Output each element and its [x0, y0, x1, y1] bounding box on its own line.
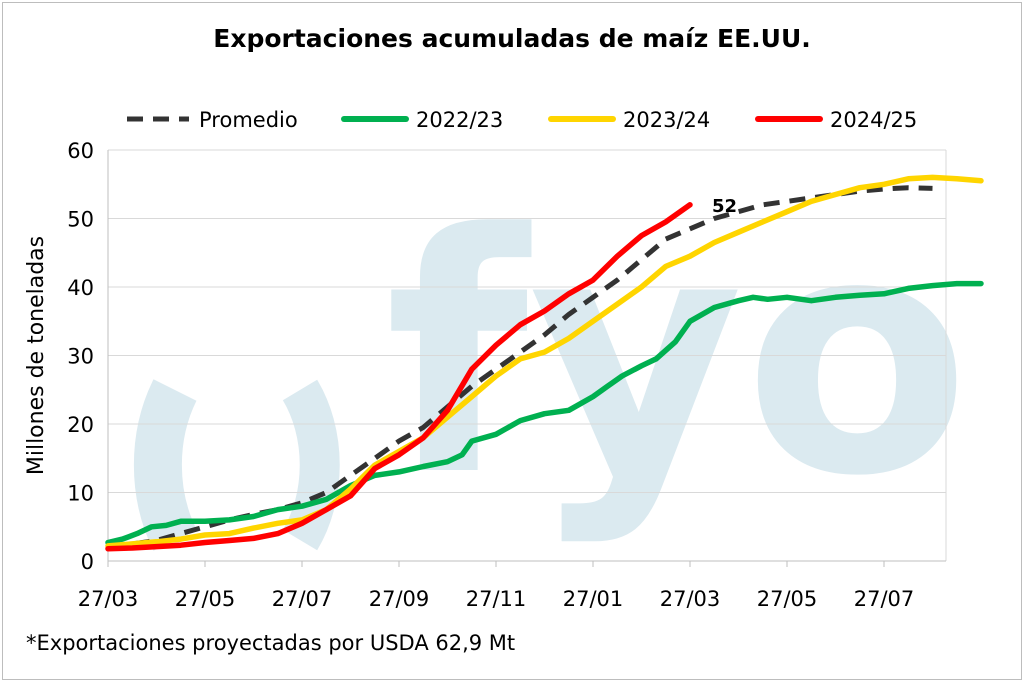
- x-tick-label: 27/05: [757, 587, 818, 611]
- x-tick-label: 27/03: [660, 587, 721, 611]
- annotation-label: 52: [712, 196, 737, 217]
- y-tick-label: 40: [67, 276, 94, 300]
- x-tick-label: 27/01: [563, 587, 624, 611]
- watermark-arc-left: [133, 379, 197, 551]
- y-tick-label: 60: [67, 139, 94, 163]
- x-tick-label: 27/11: [466, 587, 527, 611]
- footnote: *Exportaciones proyectadas por USDA 62,9…: [26, 631, 516, 655]
- y-tick-label: 10: [67, 482, 94, 506]
- y-tick-label: 30: [67, 345, 94, 369]
- series-line-2024-25: [105, 202, 693, 552]
- axes: 0 10 20 30 40 50 60 27/03 27/05 27/07 27/09 27/11 27…: [67, 139, 946, 611]
- x-tick-label: 27/07: [854, 587, 915, 611]
- x-tick-label: 27/03: [78, 587, 139, 611]
- y-tick-label: 0: [81, 550, 94, 574]
- y-tick-label: 50: [67, 208, 94, 232]
- x-tick-label: 27/09: [369, 587, 430, 611]
- x-tick-label: 27/05: [175, 587, 236, 611]
- chart-title: Exportaciones acumuladas de maíz EE.UU.: [213, 24, 811, 53]
- legend-label: 2023/24: [623, 108, 710, 132]
- gridlines: [108, 149, 947, 562]
- y-axis-title: Millones de toneladas: [24, 236, 49, 475]
- x-tick-label: 27/07: [272, 587, 333, 611]
- legend-label: Promedio: [199, 108, 298, 132]
- legend-label: 2022/23: [416, 108, 503, 132]
- legend-label: 2024/25: [830, 108, 917, 132]
- legend: Promedio 2022/23 2023/24 2024/25: [127, 108, 917, 132]
- series-lines: 52: [105, 174, 984, 552]
- series-line-2023-24: [105, 174, 984, 549]
- series-line-2022-23: [105, 280, 984, 546]
- y-tick-label: 20: [67, 413, 94, 437]
